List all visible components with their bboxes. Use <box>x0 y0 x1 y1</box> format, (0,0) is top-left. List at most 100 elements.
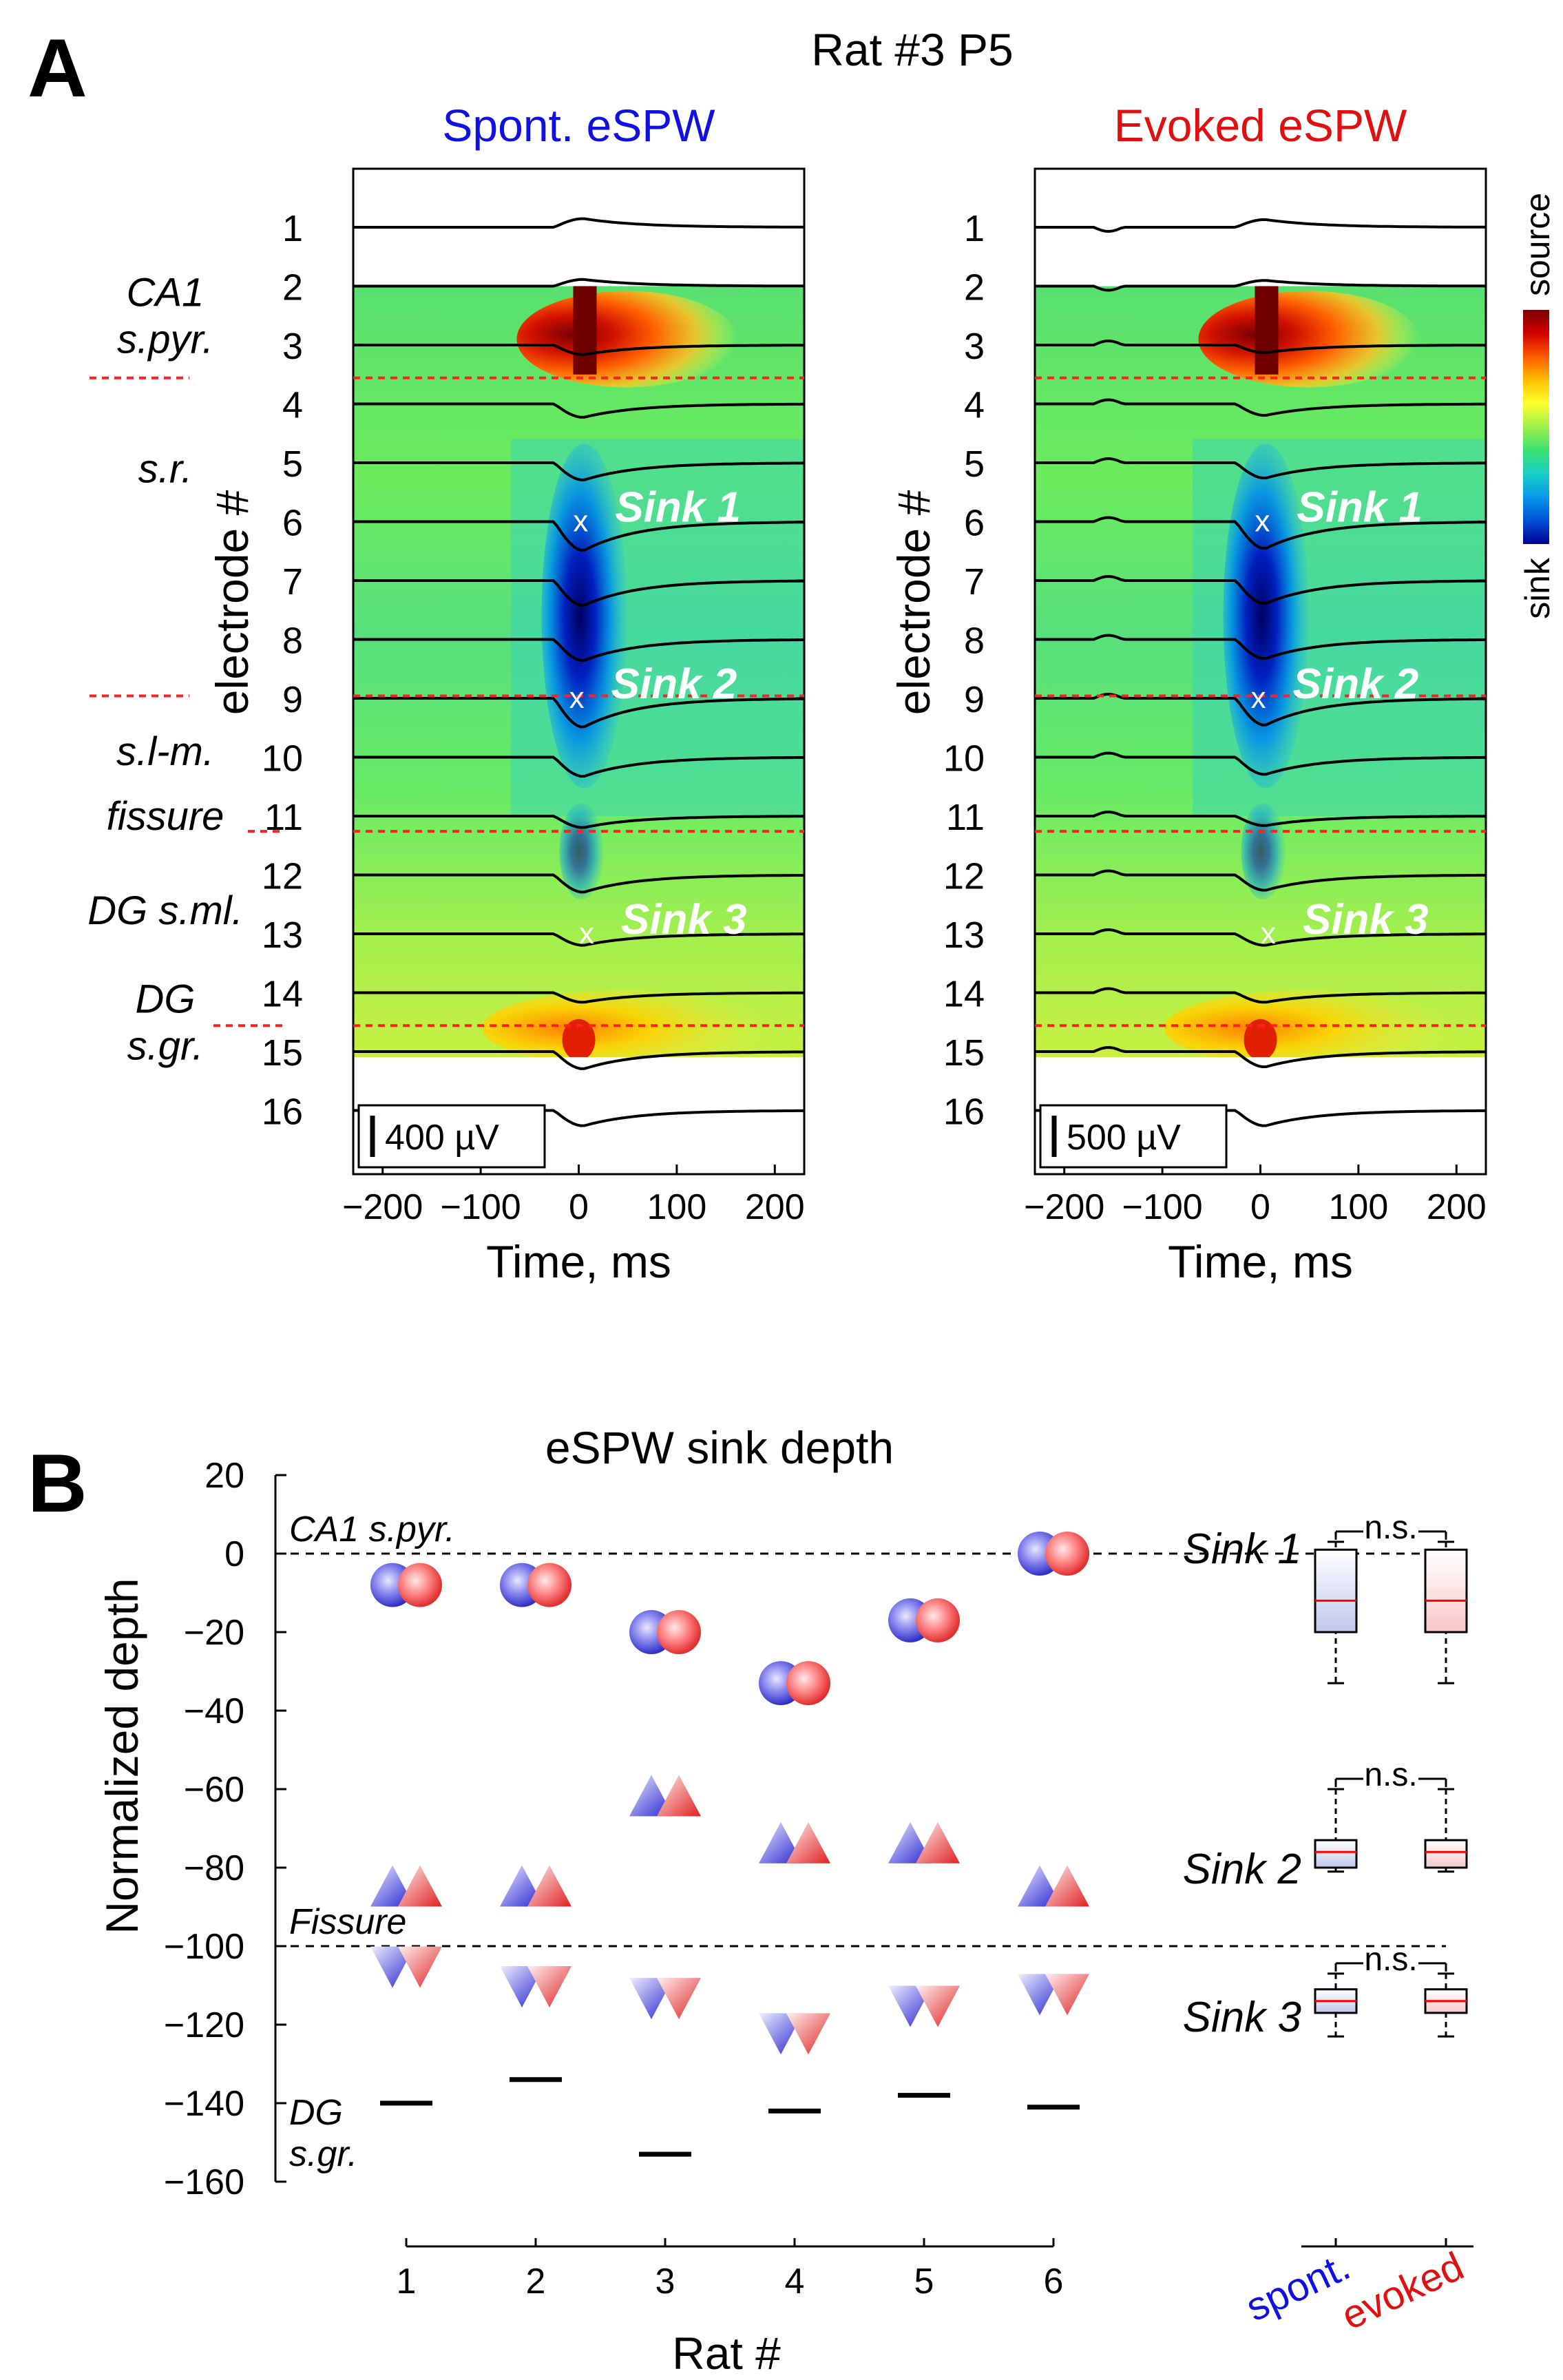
b-xtick-label: 4 <box>785 2262 805 2301</box>
trace-spont-e10 <box>353 755 804 778</box>
sink3-evoked-point <box>527 1966 571 2007</box>
layer-label-ca1: s.pyr. <box>117 317 213 362</box>
trace-evoked-e10 <box>1035 751 1487 776</box>
sink3-evoked-point <box>786 2013 830 2055</box>
box-sink2-spont <box>1314 1839 1358 1869</box>
x-axis-label: Time, ms <box>1168 1236 1353 1287</box>
b-ref-label-0: CA1 s.pyr. <box>289 1510 455 1549</box>
panel-a-title: Rat #3 P5 <box>811 24 1014 75</box>
scale-bar-box <box>357 1104 546 1169</box>
electrode-tick-15: 15 <box>943 1032 985 1074</box>
electrode-tick-9: 9 <box>964 679 985 720</box>
electrode-tick-8: 8 <box>282 620 303 662</box>
ns-label-sink3: n.s. <box>1364 1941 1417 1978</box>
trace-spont-e14 <box>353 991 805 1004</box>
scale-bar-label: 400 µV <box>385 1118 499 1158</box>
sink-label-3: Sink 3 <box>1303 896 1429 943</box>
xtick-label: 0 <box>569 1187 589 1227</box>
sink2-evoked-point <box>1045 1865 1089 1907</box>
electrode-tick-6: 6 <box>964 503 985 544</box>
sink1-evoked-point <box>657 1610 701 1654</box>
layer-label-slm: s.l-m. <box>116 729 214 774</box>
sink3-evoked-point <box>398 1946 442 1988</box>
electrode-tick-4: 4 <box>964 385 985 426</box>
electrode-tick-10: 10 <box>943 738 985 780</box>
electrode-tick-11: 11 <box>946 797 985 838</box>
trace-spont-e2 <box>353 278 804 288</box>
b-ref-label-1: Fissure <box>289 1902 406 1942</box>
sink3-evoked-point <box>916 1985 960 2027</box>
panel-b-xlabel: Rat # <box>672 2328 781 2379</box>
xtick-label: 200 <box>1427 1187 1487 1227</box>
box-sink2-evoked <box>1424 1839 1468 1869</box>
electrode-tick-10: 10 <box>262 738 303 780</box>
trace-spont-e6 <box>353 520 805 552</box>
b-xtick-label: 6 <box>1044 2262 1064 2301</box>
xtick-label: −100 <box>441 1187 521 1227</box>
xtick-label: 200 <box>745 1187 805 1227</box>
electrode-tick-5: 5 <box>964 443 985 485</box>
csd-source-dg-core <box>562 1019 596 1057</box>
scale-bar-label: 500 µV <box>1067 1118 1181 1158</box>
ns-label-sink2: n.s. <box>1364 1757 1417 1793</box>
trace-spont-e15 <box>353 1050 805 1070</box>
y-axis-label: electrode # <box>207 490 258 715</box>
box-sink1-evoked <box>1424 1548 1468 1633</box>
box-sink1-spont <box>1314 1548 1358 1633</box>
xtick-label: −200 <box>342 1187 423 1227</box>
layer-label-dgsgr: DG <box>136 977 196 1021</box>
csd-sink-lower <box>1241 803 1286 900</box>
sink1-evoked-point <box>1045 1532 1089 1576</box>
trace-evoked-e4 <box>1035 398 1486 417</box>
trace-evoked-e7 <box>1035 574 1486 605</box>
b-xtick-label: 1 <box>397 2262 417 2301</box>
trace-spont-e5 <box>353 461 805 481</box>
sink1-evoked-point <box>527 1563 571 1607</box>
b-dg-label: DG <box>289 2093 343 2133</box>
b-xtick-label: 2 <box>526 2262 546 2301</box>
y-axis-label: electrode # <box>888 490 939 715</box>
trace-evoked-e3 <box>1035 339 1486 355</box>
b-ytick-label: −100 <box>164 1927 244 1967</box>
trace-spont-e12 <box>353 873 805 894</box>
b-ytick-label: −60 <box>184 1770 244 1810</box>
panel-a-letter: A <box>28 22 87 114</box>
panel-b: 20 0 −20 −40 −60 −80 −100 −120 −140 −160 1 2 3 4 5 6 CA1… <box>164 1456 1473 2339</box>
b-xtick-label: 5 <box>914 2262 934 2301</box>
csd-sink-column <box>1223 443 1309 789</box>
b-dg-label: s.gr. <box>289 2134 357 2174</box>
trace-evoked-e13 <box>1035 928 1486 947</box>
trace-evoked-e6 <box>1035 516 1486 550</box>
layer-label-dgsml: DG s.ml. <box>87 888 243 933</box>
trace-spont-e13 <box>353 932 804 947</box>
x-axis-label: Time, ms <box>486 1236 671 1287</box>
csd-sink-column <box>541 443 627 789</box>
trace-spont-e3 <box>353 344 805 356</box>
b-ytick-label: −80 <box>184 1848 244 1888</box>
scale-bar-box <box>1039 1104 1228 1169</box>
trace-spont-e9 <box>353 697 805 729</box>
layer-label-sr: s.r. <box>138 447 192 492</box>
electrode-tick-6: 6 <box>282 503 303 544</box>
sink-label-2: Sink 2 <box>611 660 737 708</box>
trace-evoked-e5 <box>1035 457 1486 480</box>
electrode-tick-1: 1 <box>964 208 985 249</box>
sink-marker: x <box>1251 681 1266 715</box>
sink1-evoked-point <box>786 1661 830 1706</box>
layer-label-fissure: fissure <box>107 794 224 839</box>
ns-label-sink1: n.s. <box>1364 1510 1417 1546</box>
csd-source-dg <box>482 990 772 1057</box>
b-sink-label-3: Sink 3 <box>1183 1994 1301 2041</box>
electrode-tick-13: 13 <box>943 915 985 956</box>
electrode-tick-14: 14 <box>262 974 303 1015</box>
b-sink-label-2: Sink 2 <box>1183 1846 1301 1893</box>
electrode-tick-16: 16 <box>262 1092 303 1133</box>
sink2-evoked-point <box>398 1865 442 1907</box>
electrode-tick-13: 13 <box>262 915 303 956</box>
panel-b-ylabel: Normalized depth <box>96 1578 147 1934</box>
b-ytick-label: −120 <box>164 2005 244 2045</box>
csd-source-core <box>573 286 597 375</box>
electrode-tick-11: 11 <box>264 797 303 838</box>
electrode-tick-14: 14 <box>943 974 985 1015</box>
electrode-tick-4: 4 <box>282 385 303 426</box>
